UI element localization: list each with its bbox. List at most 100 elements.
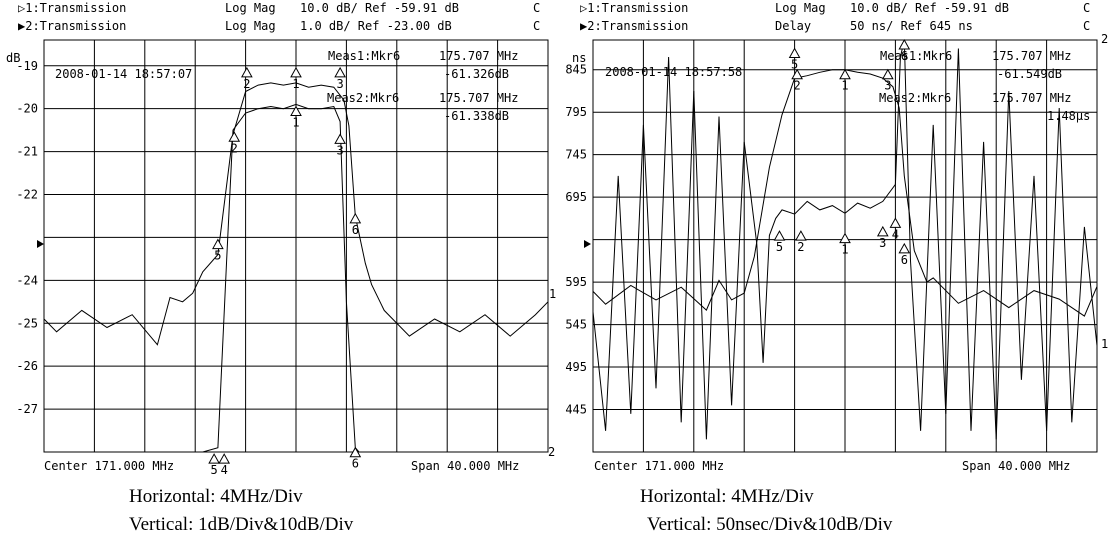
left-marker-triangle [334, 133, 346, 144]
left-y-tick-label: -19 [16, 59, 38, 73]
left-marker-triangle [290, 105, 302, 117]
left-marker-5: 5 [212, 238, 224, 263]
right-marker-triangle [788, 47, 801, 58]
left-marker-triangle [334, 66, 346, 78]
right-panel: ▷1:Transmission Log Mag 10.0 dB/ Ref -59… [572, 1, 1108, 535]
left-marker-1: 1 [290, 66, 302, 91]
left-header-format1: Log Mag [225, 1, 276, 15]
left-marker-label: 6 [352, 223, 359, 237]
left-marker-label: 1 [292, 116, 299, 130]
left-header-format2: Log Mag [225, 19, 276, 33]
right-marker-3: 3 [881, 68, 894, 93]
left-meas2-label: Meas2:Mkr6 [327, 91, 399, 105]
left-meas1-freq: 175.707 MHz [439, 49, 518, 63]
left-reference-arrow [37, 240, 44, 248]
right-header-flag2: C [1083, 19, 1090, 33]
left-caption-vertical: Vertical: 1dB/Div&10dB/Div [129, 514, 354, 535]
left-panel: ▷1:Transmission Log Mag 10.0 dB/ Ref -59… [6, 1, 556, 535]
left-trace-2 [44, 103, 548, 453]
right-header-trace1: ▷1:Transmission [580, 1, 688, 15]
right-marker-2: 2 [791, 68, 803, 93]
right-meas1-label: Meas1:Mkr6 [880, 49, 952, 63]
right-marker-1: 1 [839, 232, 851, 257]
right-y-tick-label: 445 [565, 403, 587, 417]
right-meas2-freq: 175.707 MHz [992, 91, 1071, 105]
left-meas1-value: -61.326dB [444, 67, 509, 81]
right-marker-4: 4 [889, 217, 902, 241]
right-marker-triangle [881, 68, 894, 80]
right-marker-label: 3 [884, 79, 891, 93]
right-meas2-label: Meas2:Mkr6 [879, 91, 951, 105]
left-marker-5: 5 [208, 453, 220, 477]
right-y-tick-label: 745 [565, 148, 587, 162]
left-marker-label: 5 [210, 463, 217, 477]
right-marker-label: 1 [841, 243, 848, 257]
left-y-tick-label: -24 [16, 273, 38, 287]
left-header-flag1: C [533, 1, 540, 15]
left-unit-label: dB [6, 51, 20, 65]
right-y-tick-label: 545 [565, 318, 587, 332]
right-header-format1: Log Mag [775, 1, 826, 15]
left-marker-4: 4 [218, 453, 231, 477]
right-reference-arrow [584, 240, 591, 248]
left-header-scale1: 10.0 dB/ Ref -59.91 dB [300, 1, 459, 15]
right-marker-6: 6 [898, 242, 911, 267]
right-marker-5: 5 [788, 47, 801, 71]
right-y-tick-label: 845 [565, 63, 587, 77]
left-marker-3: 3 [334, 66, 346, 91]
left-ref-label-2: 2 [548, 445, 555, 459]
right-trace-2 [592, 39, 1098, 440]
right-marker-label: 5 [776, 240, 783, 254]
right-marker-label: 5 [791, 57, 798, 71]
right-y-tick-label: 595 [565, 275, 587, 289]
left-meas1-label: Meas1:Mkr6 [328, 49, 400, 63]
right-unit-label: ns [572, 51, 586, 65]
left-header-trace1: ▷1:Transmission [18, 1, 126, 15]
left-caption-horizontal: Horizontal: 4MHz/Div [129, 486, 303, 507]
left-marker-label: 2 [243, 77, 250, 91]
left-marker-label: 5 [214, 249, 221, 263]
right-marker-label: 1 [841, 79, 848, 93]
left-span-label: Span 40.000 MHz [411, 459, 519, 473]
right-marker-label: 2 [794, 79, 801, 93]
right-ref-label-2: 2 [1101, 32, 1108, 46]
right-span-label: Span 40.000 MHz [962, 459, 1070, 473]
right-center-label: Center 171.000 MHz [594, 459, 724, 473]
right-marker-triangle [795, 230, 807, 241]
left-timestamp: 2008-01-14 18:57:07 [55, 67, 192, 81]
left-y-tick-label: -25 [16, 316, 38, 330]
right-marker-label: 4 [892, 227, 899, 241]
right-marker-label: 2 [797, 240, 804, 254]
left-marker-triangle [290, 66, 302, 78]
right-marker-triangle [839, 68, 851, 80]
right-marker-2: 2 [795, 230, 807, 254]
left-y-tick-label: -21 [16, 145, 38, 159]
right-marker-triangle [876, 225, 889, 237]
left-y-tick-label: -20 [16, 102, 38, 116]
left-meas2-freq: 175.707 MHz [439, 91, 518, 105]
right-header-format2: Delay [775, 19, 811, 33]
right-marker-5: 5 [773, 230, 786, 254]
left-marker-triangle [218, 453, 231, 464]
right-meas2-value: 1.48µs [1047, 109, 1090, 123]
right-marker-3: 3 [876, 225, 889, 250]
left-marker-triangle [208, 453, 220, 464]
left-marker-6: 6 [349, 212, 362, 237]
right-marker-label: 3 [879, 236, 886, 250]
left-marker-2: 2 [241, 66, 253, 91]
right-marker-triangle [898, 242, 911, 254]
left-marker-3: 3 [334, 133, 346, 157]
right-meas1-value: -61.549dB [997, 67, 1062, 81]
right-caption-vertical: Vertical: 50nsec/Div&10dB/Div [647, 514, 893, 535]
left-marker-label: 6 [352, 457, 359, 471]
left-marker-2: 2 [228, 131, 241, 155]
right-header-trace2: ▶2:Transmission [580, 19, 688, 33]
left-marker-label: 2 [231, 141, 238, 155]
right-ref-label-1: 1 [1101, 337, 1108, 351]
right-marker-triangle [898, 38, 911, 50]
right-header-flag1: C [1083, 1, 1090, 15]
left-y-tick-label: -27 [16, 402, 38, 416]
